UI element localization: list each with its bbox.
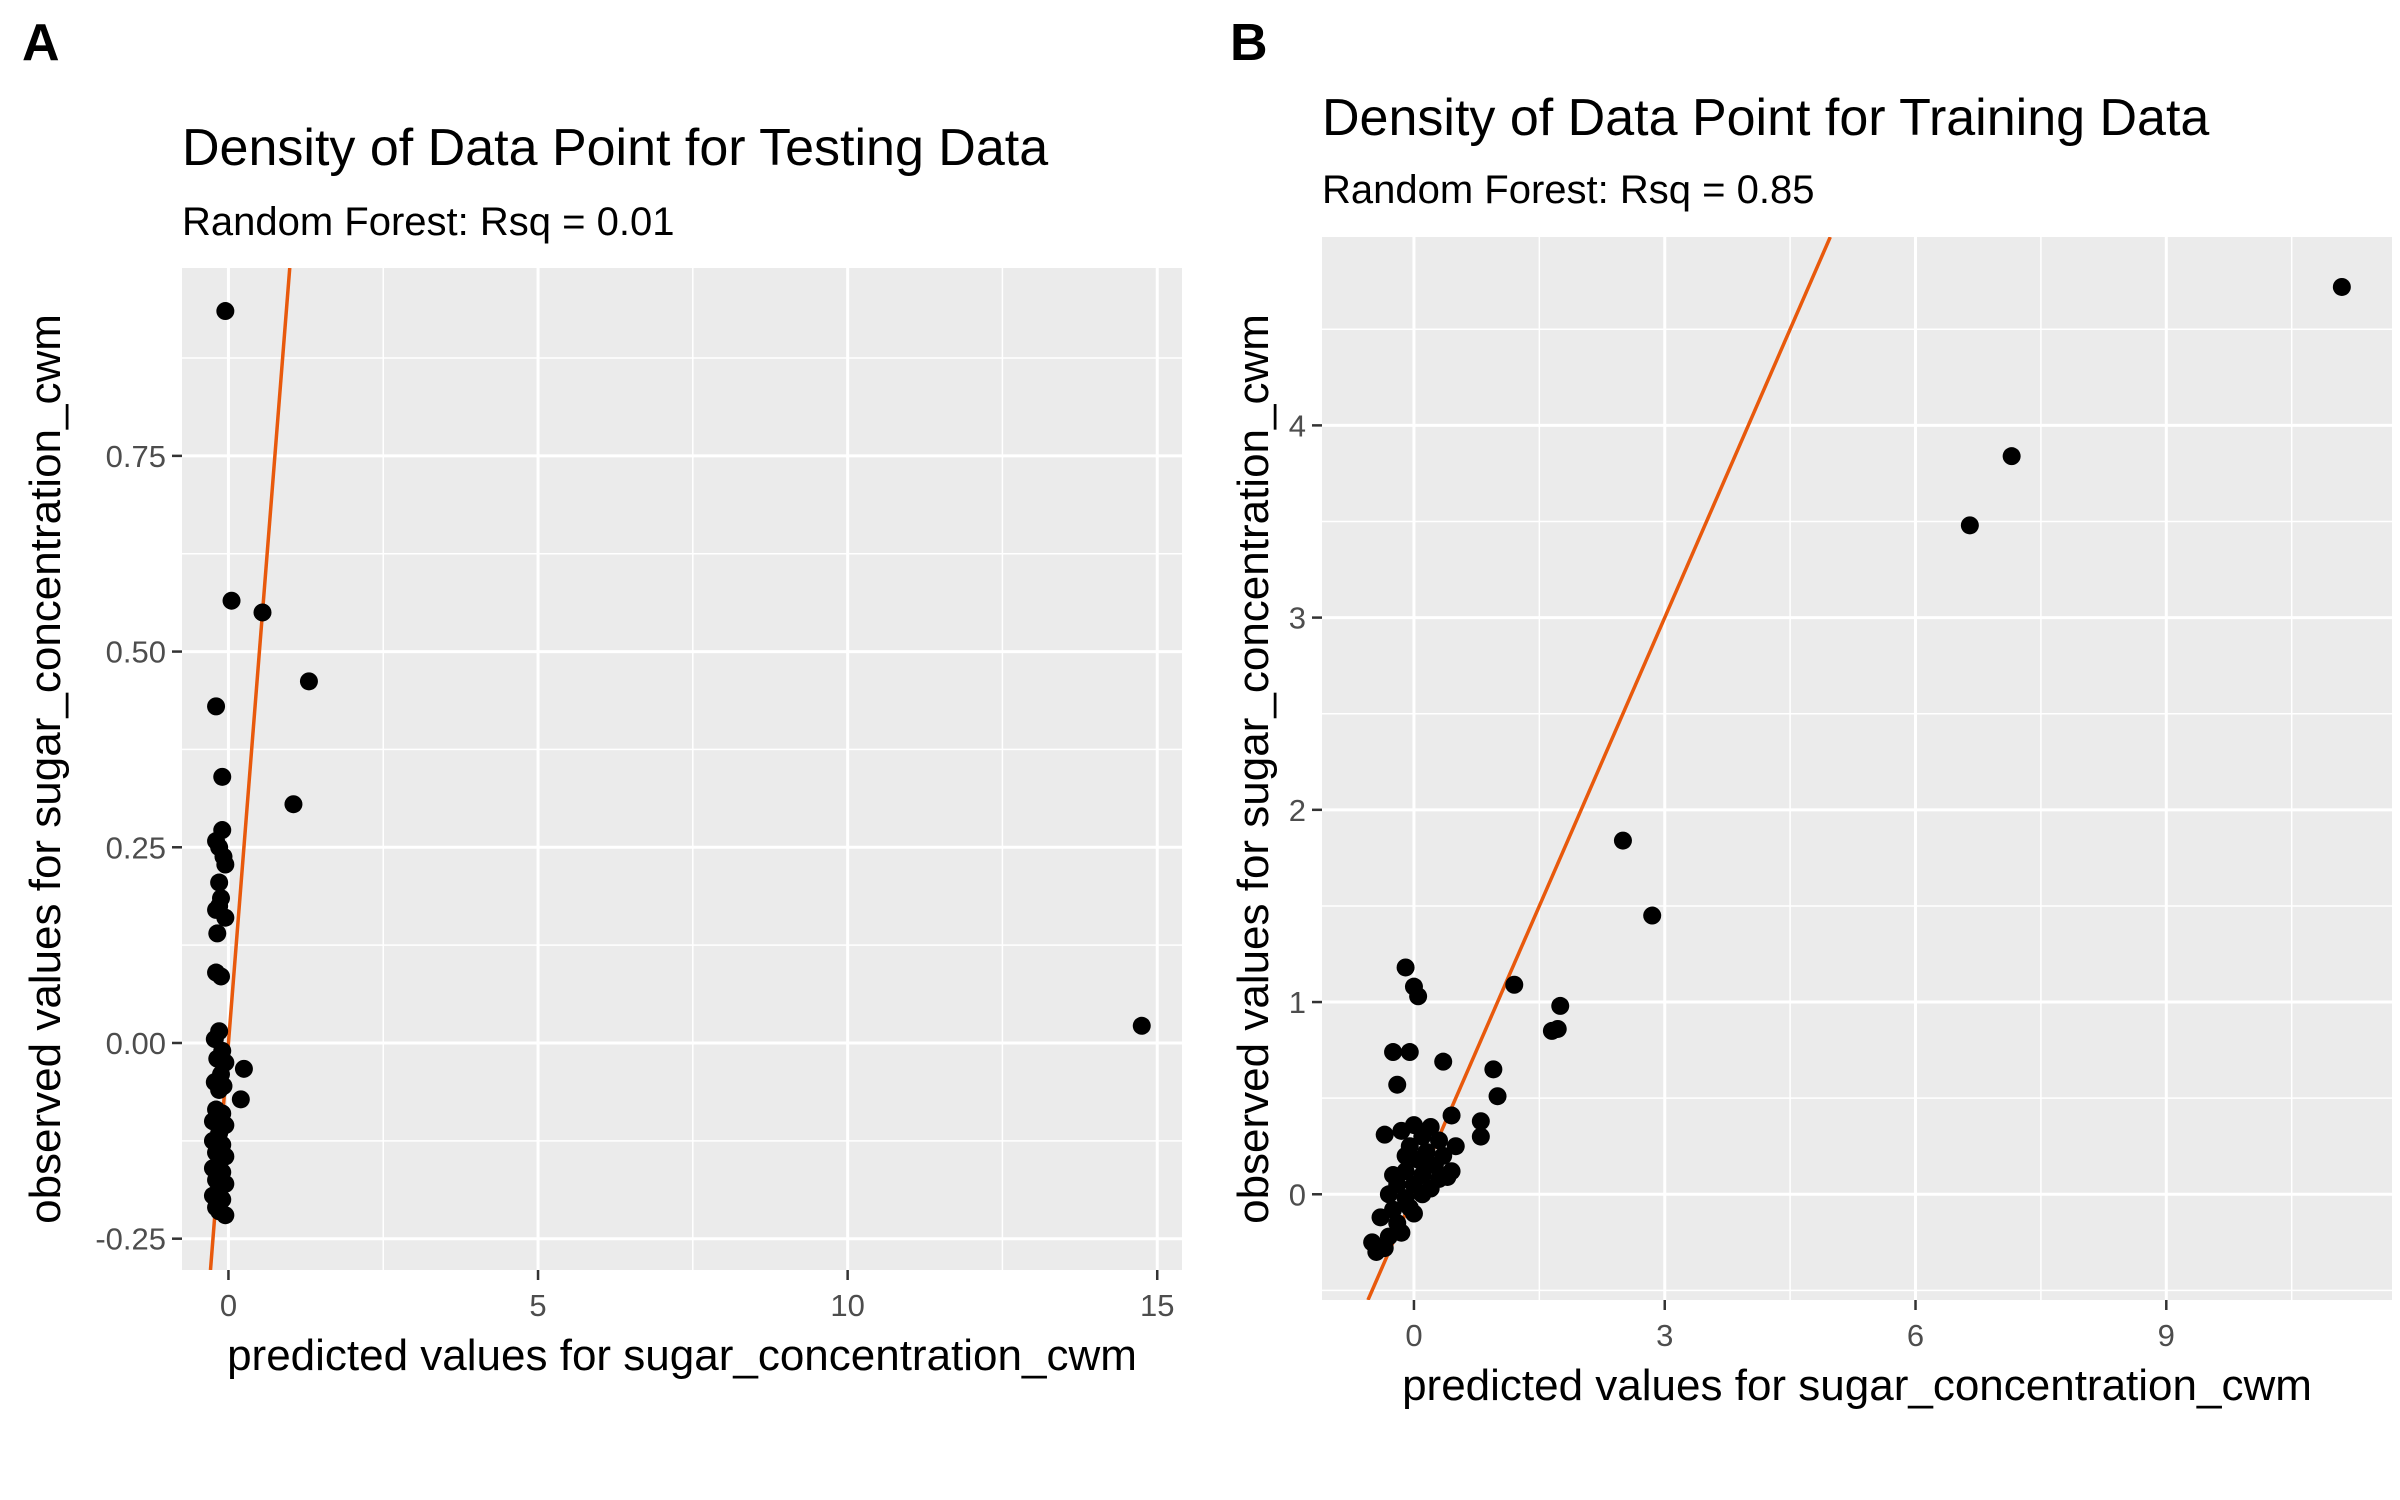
panel-a: A Density of Data Point for Testing Data… — [21, 14, 1182, 1380]
a-x-tick-label: 15 — [1140, 1288, 1174, 1323]
a-data-point — [210, 1202, 229, 1221]
panel-a-grid — [182, 268, 1182, 1270]
b-data-point — [1438, 1167, 1457, 1186]
b-data-point — [1371, 1208, 1390, 1227]
b-data-point — [1430, 1131, 1449, 1150]
b-data-point — [1375, 1239, 1394, 1258]
panel-b-x-axis-title: predicted values for sugar_concentration… — [1402, 1361, 2312, 1410]
a-y-tick-label: -0.25 — [95, 1222, 166, 1257]
a-y-tick-label: 0.25 — [106, 830, 166, 865]
a-data-point — [207, 697, 226, 716]
panel-a-ticks: 0 5 10 15 -0.25 0.00 0.25 0.50 0.75 — [95, 439, 1174, 1323]
a-data-point — [234, 1059, 253, 1078]
b-data-point — [1404, 1204, 1423, 1223]
panel-a-plot-area — [182, 268, 1182, 1270]
b-data-point — [1613, 831, 1632, 850]
a-y-tick-label: 0.50 — [106, 635, 166, 670]
panel-b-grid — [1322, 237, 2392, 1300]
b-data-point — [1396, 1146, 1415, 1165]
a-x-tick-label: 5 — [529, 1288, 546, 1323]
panel-a-title: Density of Data Point for Testing Data — [182, 119, 1048, 177]
b-y-tick-label: 0 — [1289, 1177, 1306, 1212]
a-data-point — [210, 873, 229, 892]
b-data-point — [1384, 1043, 1403, 1062]
a-data-point — [208, 924, 227, 943]
panel-b-points — [1363, 277, 2351, 1261]
a-x-tick-label: 10 — [830, 1288, 864, 1323]
b-data-point — [1471, 1112, 1490, 1131]
b-y-tick-label: 2 — [1289, 793, 1306, 828]
b-x-tick-label: 0 — [1405, 1318, 1422, 1353]
b-data-point — [1375, 1125, 1394, 1144]
a-data-point — [299, 672, 318, 691]
b-data-point — [1505, 975, 1524, 994]
panel-a-x-axis-title: predicted values for sugar_concentration… — [227, 1331, 1137, 1380]
b-data-point — [1388, 1075, 1407, 1094]
a-x-tick-label: 0 — [220, 1288, 237, 1323]
b-x-tick-label: 3 — [1656, 1318, 1673, 1353]
a-y-tick-label: 0.00 — [106, 1026, 166, 1061]
a-data-point — [216, 908, 235, 927]
a-data-point — [213, 767, 232, 786]
b-y-tick-label: 4 — [1289, 408, 1306, 443]
a-data-point — [210, 838, 229, 857]
b-data-point — [2002, 447, 2021, 466]
panel-b-plot-area — [1322, 237, 2392, 1300]
panel-b-title: Density of Data Point for Training Data — [1322, 89, 2209, 147]
panel-b: B Density of Data Point for Training Dat… — [1229, 14, 2392, 1410]
panel-b-ticks: 0 3 6 9 0 1 2 3 4 — [1289, 408, 2175, 1353]
b-data-point — [1417, 1156, 1436, 1175]
b-data-point — [1446, 1137, 1465, 1156]
panel-b-tag: B — [1230, 14, 1268, 72]
a-data-point — [216, 855, 235, 874]
panel-a-reference-line — [208, 268, 292, 1270]
a-data-point — [212, 967, 231, 986]
panel-b-y-axis-title: observed values for sugar_concentration_… — [1229, 314, 1278, 1224]
a-data-point — [284, 795, 303, 814]
b-data-point — [1413, 1127, 1432, 1146]
a-y-tick-label: 0.75 — [106, 439, 166, 474]
b-data-point — [1400, 1043, 1419, 1062]
panel-b-subtitle: Random Forest: Rsq = 0.85 — [1322, 168, 1814, 212]
b-data-point — [1551, 996, 1570, 1015]
a-identity-line — [208, 268, 292, 1270]
b-data-point — [1409, 987, 1428, 1006]
panel-a-tag: A — [22, 14, 60, 72]
b-data-point — [1488, 1087, 1507, 1106]
b-data-point — [1392, 1223, 1411, 1242]
panel-a-points — [203, 302, 1151, 1225]
panel-a-subtitle: Random Forest: Rsq = 0.01 — [182, 200, 674, 244]
a-data-point — [231, 1090, 250, 1109]
b-data-point — [1960, 516, 1979, 535]
b-data-point — [1396, 958, 1415, 977]
panel-a-y-axis-title: observed values for sugar_concentration_… — [21, 314, 70, 1224]
b-data-point — [1643, 906, 1662, 925]
a-data-point — [216, 302, 235, 321]
a-data-point — [210, 1080, 229, 1099]
b-data-point — [1548, 1019, 1567, 1038]
b-y-tick-label: 3 — [1289, 601, 1306, 636]
a-data-point — [222, 591, 241, 610]
b-identity-line — [1366, 237, 1832, 1300]
b-data-point — [1471, 1127, 1490, 1146]
b-x-tick-label: 6 — [1907, 1318, 1924, 1353]
a-data-point — [1132, 1016, 1151, 1035]
b-data-point — [1379, 1185, 1398, 1204]
b-data-point — [1442, 1106, 1461, 1125]
panel-b-reference-line — [1366, 237, 1832, 1300]
b-data-point — [2332, 277, 2351, 296]
a-data-point — [253, 603, 272, 622]
b-x-tick-label: 9 — [2158, 1318, 2175, 1353]
b-data-point — [1384, 1166, 1403, 1185]
b-data-point — [1434, 1052, 1453, 1071]
b-y-tick-label: 1 — [1289, 985, 1306, 1020]
b-data-point — [1413, 1185, 1432, 1204]
b-data-point — [1484, 1060, 1503, 1079]
